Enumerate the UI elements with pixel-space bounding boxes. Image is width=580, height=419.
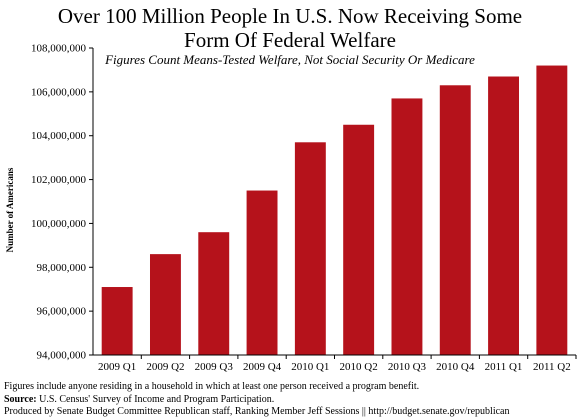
y-axis-label: Number of Americans <box>5 167 15 252</box>
y-tick-label: 106,000,000 <box>31 86 87 98</box>
footnote-coverage: Figures include anyone residing in a hou… <box>4 381 420 392</box>
footnote-source: Source: U.S. Census' Survey of Income an… <box>4 394 509 407</box>
source-label: Source: <box>4 393 37 405</box>
footnote-credit: Produced by Senate Budget Committee Repu… <box>4 406 510 417</box>
bars <box>101 65 568 356</box>
chart-title: Over 100 Million People In U.S. Now Rece… <box>0 4 580 52</box>
y-tick-label: 94,000,000 <box>37 350 87 362</box>
x-tick-label: 2011 Q2 <box>533 361 571 373</box>
bar <box>536 65 568 356</box>
y-tick-label: 98,000,000 <box>37 262 87 274</box>
y-tick-label: 96,000,000 <box>37 306 87 318</box>
x-tick-label: 2010 Q2 <box>340 361 378 373</box>
footnotes: Figures include anyone residing in a hou… <box>4 381 509 419</box>
bar <box>246 190 278 355</box>
x-tick-label: 2009 Q3 <box>195 361 234 373</box>
y-tick-label: 108,000,000 <box>31 43 87 55</box>
chart-title-line-2: Form Of Federal Welfare <box>184 28 396 52</box>
chart-title-line-1: Over 100 Million People In U.S. Now Rece… <box>57 4 523 28</box>
x-tick-label: 2010 Q3 <box>388 361 427 373</box>
x-tick-label: 2009 Q2 <box>146 361 184 373</box>
y-tick-label: 104,000,000 <box>31 130 87 142</box>
x-tick-label: 2010 Q1 <box>291 361 329 373</box>
bar <box>294 142 326 355</box>
y-tick-label: 100,000,000 <box>31 218 87 230</box>
bar <box>149 254 181 355</box>
chart-subtitle: Figures Count Means-Tested Welfare, Not … <box>105 52 475 67</box>
source-text: U.S. Census' Survey of Income and Progra… <box>36 393 275 405</box>
bar <box>198 232 230 355</box>
y-tick-label: 102,000,000 <box>31 174 87 186</box>
bar <box>439 85 471 356</box>
bar <box>391 98 423 355</box>
x-tick-label: 2010 Q4 <box>436 361 475 373</box>
bar <box>101 287 133 355</box>
x-tick-label: 2011 Q1 <box>485 361 523 373</box>
x-axis: 2009 Q1 2009 Q2 2009 Q3 2009 Q4 2010 Q1 2010 … <box>93 354 577 373</box>
x-tick-label: 2009 Q1 <box>98 361 136 373</box>
bar <box>343 124 375 355</box>
bar <box>488 76 520 355</box>
x-tick-label: 2009 Q4 <box>243 361 282 373</box>
y-axis: 94,000,000 96,000,000 98,000,000 100,000,00… <box>31 43 94 362</box>
